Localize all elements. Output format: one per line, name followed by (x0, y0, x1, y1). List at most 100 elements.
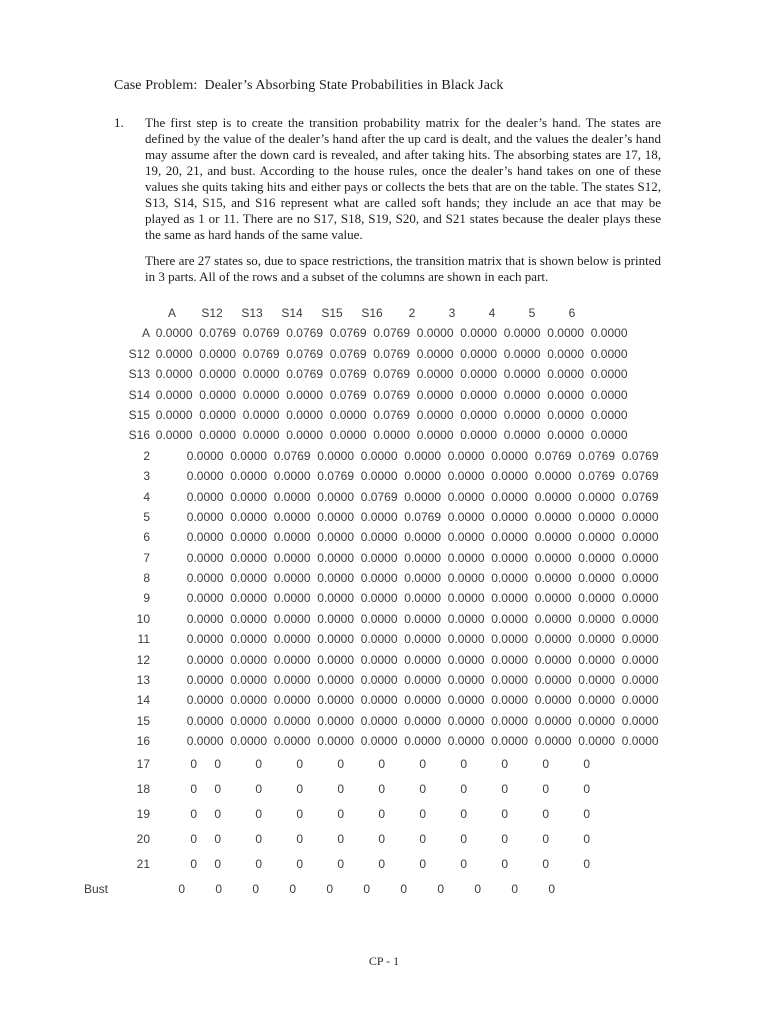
matrix-cell: 0.0000 (273, 469, 311, 484)
matrix-cell: 0 (214, 806, 221, 821)
matrix-row-label: 11 (137, 632, 150, 647)
matrix-cell: 0.0000 (534, 652, 572, 667)
matrix-cell: 0.0000 (317, 693, 354, 708)
matrix-cell: 0.0000 (317, 713, 354, 728)
matrix-cell: 0.0000 (230, 448, 267, 463)
matrix-column-header: S14 (281, 306, 303, 320)
matrix-cell: 0.0000 (360, 469, 398, 484)
matrix-cell: 0 (178, 881, 185, 896)
matrix-row: 11 0.0000 0.0000 0.0000 0.0000 0.0000 0.0000 0.… (84, 629, 662, 649)
matrix-cell: 0.0769 (199, 326, 236, 341)
matrix-cell: 0.0000 (447, 469, 485, 484)
matrix-cell: 0.0000 (186, 530, 224, 545)
matrix-cell: 0.0000 (491, 571, 528, 586)
matrix-row-spacer (152, 466, 183, 486)
matrix-row: 12 0.0000 0.0000 0.0000 0.0000 0.0000 0.0000 0.… (84, 650, 662, 670)
matrix-cell: 0.0000 (621, 611, 659, 626)
matrix-cell: 0.0000 (503, 407, 541, 422)
matrix-cell: 0.0000 (186, 571, 224, 586)
matrix-cell: 0.0000 (578, 530, 615, 545)
matrix-cell: 0.0000 (404, 611, 441, 626)
matrix-cell: 0 (400, 881, 407, 896)
matrix-cell: 0.0000 (360, 611, 398, 626)
matrix-cell: 0 (542, 756, 549, 771)
matrix-cell: 0 (378, 806, 385, 821)
matrix-row-spacer (152, 629, 183, 649)
matrix-cell: 0.0000 (621, 673, 659, 688)
matrix-cell: 0.0000 (621, 571, 659, 586)
matrix-cell: 0.0000 (360, 530, 398, 545)
matrix-cell: 0.0000 (491, 713, 528, 728)
matrix-cell: 0 (337, 831, 344, 846)
matrix-cell: 0.0000 (230, 611, 267, 626)
matrix-row-label: S12 (128, 346, 150, 361)
matrix-cell: 0.0000 (503, 387, 541, 402)
matrix-cell: 0.0000 (491, 611, 528, 626)
matrix-cell: 0.0000 (534, 550, 572, 565)
matrix-row-label: 7 (143, 550, 150, 565)
matrix-column-header: S13 (241, 306, 263, 320)
matrix-cell: 0 (474, 881, 481, 896)
matrix-cell: 0.0769 (329, 387, 367, 402)
matrix-cell: 0.0000 (360, 673, 398, 688)
matrix-cell: 0.0769 (242, 346, 280, 361)
matrix-cell: 0.0769 (621, 489, 659, 504)
matrix-cell: 0.0769 (317, 469, 354, 484)
matrix-row-label: 2 (143, 448, 150, 463)
matrix-row: S15 0.0000 0.0000 0.0000 0.0000 0.0000 0.0769 0… (84, 405, 662, 425)
matrix-cell: 0.0000 (199, 407, 236, 422)
matrix-cell: 0.0000 (534, 591, 572, 606)
matrix-cell: 0.0000 (534, 469, 572, 484)
page-number: CP - 1 (368, 954, 400, 968)
matrix-cell: 0.0769 (373, 367, 410, 382)
matrix-header-row: A S12 S13 S14 S15 S16 2 3 4 5 6 (84, 303, 662, 323)
matrix-cell: 0.0000 (621, 734, 659, 749)
matrix-cell: 0.0000 (186, 713, 224, 728)
matrix-cell: 0.0000 (447, 530, 485, 545)
matrix-cell: 0.0000 (273, 591, 311, 606)
matrix-cell: 0.0769 (373, 346, 410, 361)
matrix-cell: 0.0000 (155, 407, 193, 422)
matrix-cell: 0.0769 (329, 367, 367, 382)
matrix-cell: 0 (460, 831, 467, 846)
matrix-row-label: 6 (143, 530, 150, 545)
matrix-cell: 0.0000 (155, 387, 193, 402)
matrix-row: 17 0 0 0 0 0 0 0 0 0 0 0 (84, 752, 662, 777)
matrix-cell: 0.0000 (621, 713, 659, 728)
matrix-cell: 0.0000 (590, 346, 628, 361)
matrix-cell: 0.0000 (460, 326, 497, 341)
matrix-cell: 0.0000 (317, 509, 354, 524)
matrix-cell: 0.0000 (447, 571, 485, 586)
matrix-cell: 0.0000 (273, 652, 311, 667)
matrix-cell: 0 (542, 781, 549, 796)
matrix-row: 16 0.0000 0.0000 0.0000 0.0000 0.0000 0.0000 0.… (84, 731, 662, 751)
matrix-cell: 0.0000 (491, 509, 528, 524)
matrix-cell: 0.0000 (360, 591, 398, 606)
matrix-cell: 0.0000 (373, 428, 410, 443)
matrix-row-label: 18 (136, 781, 150, 796)
matrix-cell: 0 (501, 781, 508, 796)
matrix-cell: 0.0000 (460, 407, 497, 422)
matrix-cell: 0.0000 (199, 367, 236, 382)
matrix-cell: 0.0000 (503, 326, 541, 341)
paragraph-intro: The first step is to create the transiti… (145, 115, 661, 242)
matrix-cell: 0 (326, 881, 333, 896)
matrix-cell: 0.0000 (317, 530, 354, 545)
matrix-cell: 0.0000 (273, 509, 311, 524)
matrix-cell: 0.0000 (242, 367, 280, 382)
matrix-cell: 0.0000 (491, 632, 528, 647)
matrix-cell: 0.0000 (230, 571, 267, 586)
matrix-cell: 0.0000 (404, 591, 441, 606)
matrix-column-header: 4 (488, 306, 496, 320)
matrix-cell: 0.0000 (286, 407, 323, 422)
matrix-row-label: 17 (136, 756, 150, 771)
matrix-cell: 0.0000 (230, 632, 267, 647)
matrix-cell: 0.0000 (590, 326, 628, 341)
matrix-row: S13 0.0000 0.0000 0.0000 0.0769 0.0769 0.0769 0… (84, 364, 662, 384)
matrix-cell: 0.0769 (373, 326, 410, 341)
matrix-cell: 0.0000 (286, 387, 323, 402)
matrix-cell: 0.0000 (317, 673, 354, 688)
matrix-cell: 0.0000 (199, 387, 236, 402)
matrix-row-label: Bust (84, 881, 109, 896)
matrix-cell: 0.0769 (286, 326, 323, 341)
